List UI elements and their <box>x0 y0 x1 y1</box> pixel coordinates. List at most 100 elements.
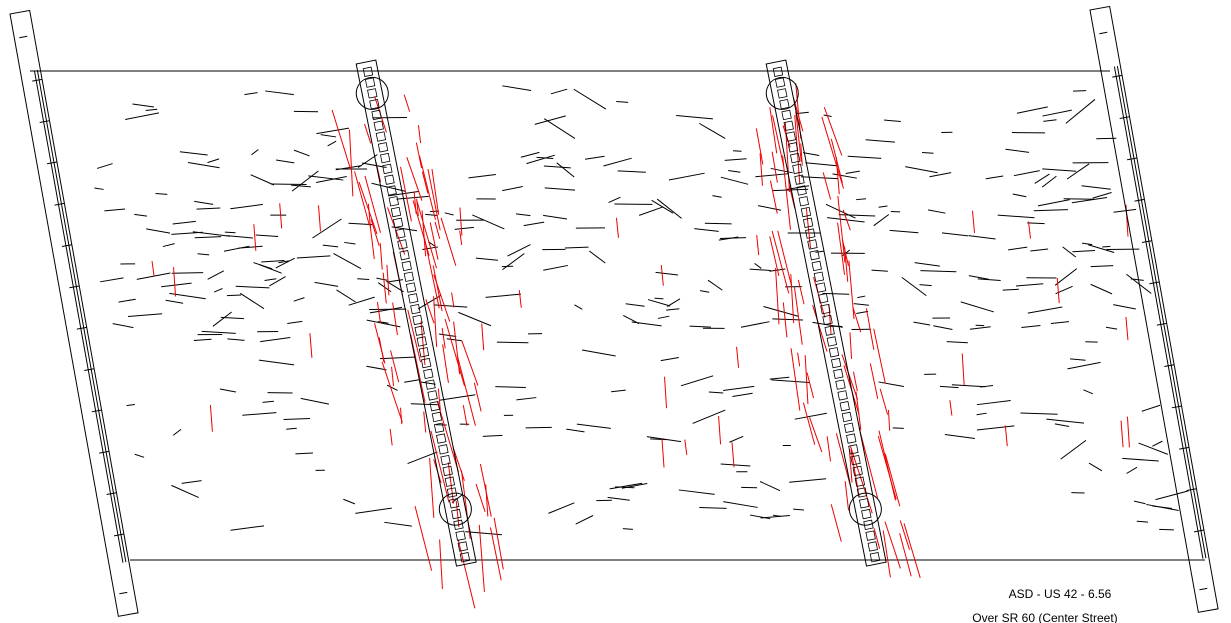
crack-red <box>812 305 828 352</box>
bearing <box>418 347 430 358</box>
crack <box>472 214 505 230</box>
crack-red <box>433 296 438 347</box>
crack-red <box>432 265 443 312</box>
bearing <box>440 454 451 466</box>
crack-red <box>756 234 760 256</box>
crack <box>815 250 824 253</box>
bearing <box>388 196 400 207</box>
crack <box>1033 209 1068 212</box>
crack <box>515 213 531 217</box>
crack <box>666 298 681 307</box>
crack <box>1126 466 1138 474</box>
crack-red <box>961 353 965 385</box>
crack <box>754 262 762 269</box>
crack <box>134 213 148 217</box>
crack <box>269 276 286 287</box>
crack <box>1088 244 1115 253</box>
crack <box>520 151 540 158</box>
crack <box>853 303 869 306</box>
crack <box>265 90 294 96</box>
crack-red <box>367 203 371 228</box>
crack <box>125 112 160 120</box>
crack <box>759 481 781 492</box>
crack <box>712 195 722 198</box>
crack-red <box>378 337 385 363</box>
crack <box>1090 283 1113 295</box>
crack <box>366 319 401 328</box>
crack <box>458 311 492 327</box>
bearing <box>811 260 822 272</box>
crack-red <box>442 344 449 383</box>
crack <box>543 214 568 220</box>
crack-red <box>841 354 859 400</box>
crack <box>603 157 632 167</box>
crack <box>212 311 232 327</box>
crack-red <box>826 436 832 462</box>
bearing <box>448 498 460 509</box>
crack <box>376 277 388 281</box>
crack <box>660 356 679 362</box>
crack <box>1122 457 1159 462</box>
crack-red <box>331 109 351 169</box>
crack-red <box>253 224 257 251</box>
crack <box>201 330 236 334</box>
crack <box>465 531 502 536</box>
crack <box>565 246 589 249</box>
crack <box>625 303 645 307</box>
crack-red <box>830 504 842 542</box>
crack <box>128 313 163 317</box>
bearing <box>787 142 799 153</box>
crack-red <box>386 264 390 296</box>
crack <box>169 292 206 300</box>
abutment-tick <box>113 533 124 537</box>
crack <box>224 231 236 234</box>
crack <box>617 170 646 173</box>
crack-red <box>899 533 912 577</box>
bearing <box>382 163 393 175</box>
bearing <box>856 487 868 498</box>
abutment-tick <box>1186 488 1197 491</box>
crack-red <box>790 274 795 324</box>
crack-red <box>459 230 463 246</box>
crack-red <box>790 348 801 411</box>
crack <box>226 235 253 239</box>
crack <box>657 315 670 319</box>
crack-red <box>1056 277 1060 304</box>
crack <box>929 172 952 178</box>
crack <box>668 172 705 181</box>
bearing <box>405 282 417 293</box>
crack <box>369 306 403 314</box>
bearing <box>846 433 857 444</box>
crack-red <box>429 222 439 260</box>
bearing <box>837 390 848 401</box>
crack <box>155 193 168 195</box>
crack <box>227 338 245 341</box>
crack-red <box>403 94 411 112</box>
crack-red <box>1004 425 1008 447</box>
crack <box>772 514 782 517</box>
crack <box>165 299 184 304</box>
crack <box>723 501 758 508</box>
crack-red <box>903 523 921 578</box>
crack <box>575 515 594 525</box>
crack <box>694 228 719 232</box>
pier-marker <box>765 76 799 110</box>
bearing <box>807 239 818 250</box>
bearing <box>826 336 838 347</box>
crack <box>720 463 751 467</box>
crack-red <box>795 110 802 162</box>
crack <box>770 167 793 174</box>
crack <box>1037 199 1070 207</box>
crack <box>438 333 457 337</box>
crack <box>543 165 571 169</box>
bearing <box>867 541 878 552</box>
crack-red <box>387 207 406 255</box>
crack <box>507 244 531 257</box>
abutment-tick <box>91 409 102 413</box>
bearing <box>800 206 812 218</box>
crack-red <box>376 301 382 324</box>
crack <box>316 127 350 135</box>
crack <box>1065 99 1096 124</box>
crack <box>171 484 199 498</box>
crack <box>523 221 545 227</box>
